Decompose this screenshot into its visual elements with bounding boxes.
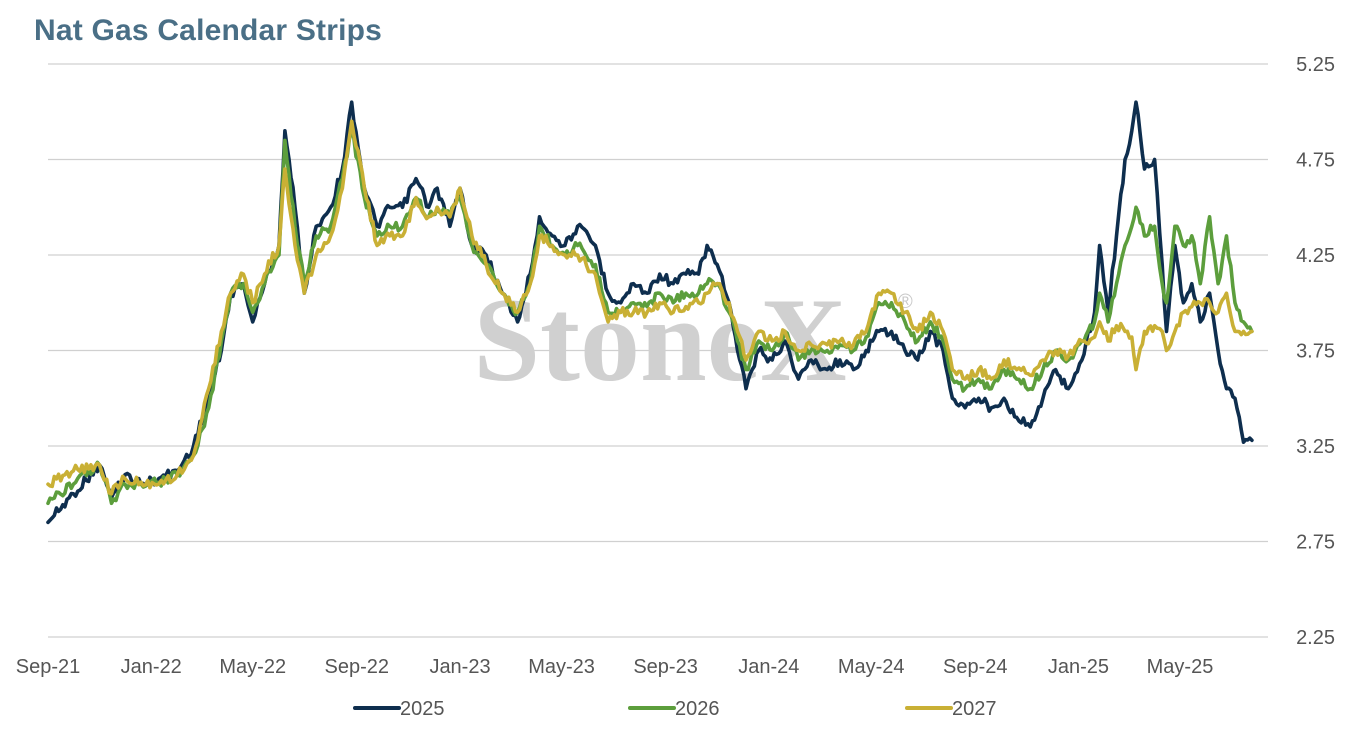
x-tick-label: May-22 [219,656,286,678]
x-tick-label: Sep-24 [943,656,1008,678]
x-axis: Sep-21 Jan-22 May-22 Sep-22 Jan-23 May-23 Sep-… [16,656,1214,678]
x-tick-label: Sep-23 [633,656,698,678]
x-tick-label: Sep-22 [325,656,390,678]
series-line-2025 [46,100,1254,525]
legend-label-2027: 2027 [952,698,997,720]
legend: 2025 2026 2027 [353,698,997,720]
legend-label-2025: 2025 [400,698,445,720]
y-tick-label: 4.75 [1296,150,1335,172]
y-tick-label: 2.75 [1296,532,1335,554]
legend-label-2026: 2026 [675,698,720,720]
y-axis: 5.25 4.75 4.25 3.75 3.25 2.75 2.25 [1296,54,1335,649]
x-tick-label: Jan-25 [1048,656,1109,678]
gridlines [48,63,1268,638]
x-tick-label: May-23 [528,656,595,678]
x-tick-label: Jan-23 [429,656,490,678]
x-tick-label: Jan-24 [738,656,799,678]
series-lines [46,100,1254,525]
y-tick-label: 5.25 [1296,54,1335,76]
x-tick-label: Sep-21 [16,656,81,678]
x-tick-label: May-24 [838,656,905,678]
y-tick-label: 3.25 [1296,436,1335,458]
x-tick-label: Jan-22 [121,656,182,678]
chart-title: Nat Gas Calendar Strips [34,14,383,47]
y-tick-label: 4.25 [1296,245,1335,267]
y-tick-label: 3.75 [1296,341,1335,363]
y-tick-label: 2.25 [1296,627,1335,649]
x-tick-label: May-25 [1147,656,1214,678]
series-line-2027 [46,119,1254,496]
